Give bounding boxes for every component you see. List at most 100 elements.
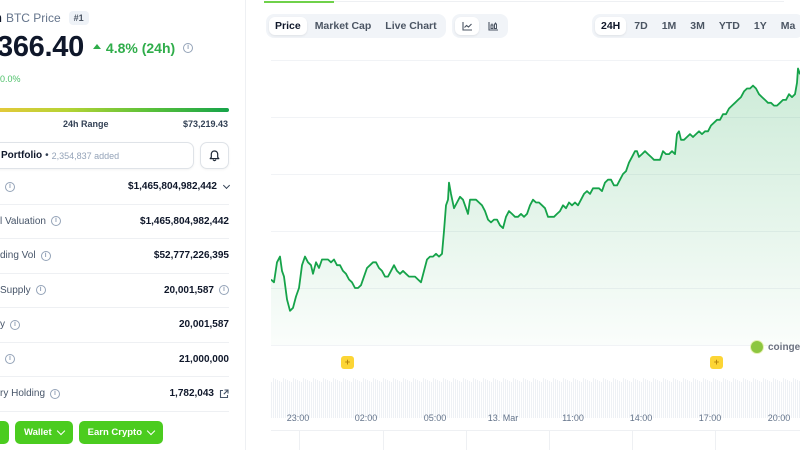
- event-marker-icon[interactable]: +: [341, 356, 354, 369]
- top-divider: [264, 1, 784, 2]
- portfolio-separator: •: [45, 150, 49, 161]
- x-tick: 17:00: [698, 413, 722, 423]
- price-row: 366.40 4.8% (24h) i: [0, 31, 194, 64]
- chart-navigator[interactable]: [271, 430, 800, 450]
- stat-value: 21,000,000: [178, 353, 229, 365]
- active-tab-indicator: [264, 1, 334, 3]
- stat-row-max-supply: i 21,000,000: [0, 343, 229, 377]
- button-label: Earn Crypto: [87, 427, 142, 438]
- 24h-range-high: $73,219.43: [182, 119, 228, 129]
- current-price: 366.40: [0, 31, 84, 63]
- add-to-portfolio-button[interactable]: Portfolio • 2,354,837 added: [0, 142, 194, 169]
- stat-value: $1,465,804,982,442: [140, 215, 229, 227]
- portfolio-label: Portfolio: [1, 150, 43, 161]
- stat-label: y: [0, 319, 5, 331]
- stat-label: l Valuation: [0, 215, 46, 227]
- line-chart-icon: [461, 22, 472, 31]
- chart-panel: Price Market Cap Live Chart 24H 7D 1M 3M…: [247, 0, 800, 450]
- chevron-down-icon: [146, 426, 156, 436]
- sub-change-value: 0.0%: [0, 74, 21, 84]
- x-tick: 05:00: [423, 413, 447, 423]
- info-icon[interactable]: i: [40, 250, 51, 261]
- range-ytd[interactable]: YTD: [718, 20, 740, 32]
- x-tick: 14:00: [629, 413, 653, 423]
- gridline: [271, 60, 800, 61]
- buy-button[interactable]: [0, 421, 9, 444]
- portfolio-count: 2,354,837 added: [51, 150, 120, 161]
- info-icon[interactable]: i: [50, 216, 61, 227]
- stat-row-circulating-supply: Supply i 20,001,587 i: [0, 274, 229, 308]
- chevron-down-icon: [56, 426, 65, 436]
- stat-label: Supply: [0, 284, 31, 296]
- chart-type-toggle: [452, 14, 508, 38]
- x-tick: 13. Mar: [487, 413, 519, 423]
- 24h-range-bar: [0, 108, 229, 112]
- chevron-down-icon[interactable]: [222, 181, 231, 189]
- price-line-plot: [271, 67, 800, 345]
- stat-row-treasury-holding: ry Holding i 1,782,043: [0, 377, 229, 412]
- stat-label: ry Holding: [0, 388, 46, 400]
- stat-value: 20,001,587: [178, 319, 229, 331]
- range-24h[interactable]: 24H: [595, 17, 627, 35]
- earn-crypto-button[interactable]: Earn Crypto: [78, 421, 163, 444]
- action-button-row: Wallet Earn Crypto: [0, 421, 163, 444]
- coin-title-row: n BTC Price #1: [0, 10, 89, 25]
- info-icon[interactable]: i: [219, 285, 229, 296]
- coin-name: n: [0, 10, 2, 25]
- stat-value: 1,782,043: [169, 388, 215, 400]
- bell-icon: [209, 149, 220, 161]
- x-tick: 02:00: [354, 413, 378, 423]
- candlestick-chart-button[interactable]: [481, 17, 505, 35]
- chart-data-tabs: Price Market Cap Live Chart: [266, 14, 446, 38]
- range-7d[interactable]: 7D: [634, 20, 648, 32]
- range-1y[interactable]: 1Y: [753, 20, 767, 32]
- gridline: [271, 345, 800, 346]
- stat-row-trading-volume: ding Vol i $52,777,226,395: [0, 239, 229, 274]
- gridline: [271, 174, 800, 175]
- stat-value: $1,465,804,982,442: [128, 181, 217, 193]
- range-max[interactable]: Ma: [780, 20, 796, 32]
- x-tick: 11:00: [562, 413, 584, 423]
- stat-value: $52,777,226,395: [153, 250, 229, 262]
- info-icon[interactable]: i: [5, 181, 15, 192]
- tab-market-cap[interactable]: Market Cap: [314, 20, 372, 32]
- candlestick-chart-icon: [487, 22, 498, 31]
- time-range-selector: 24H 7D 1M 3M YTD 1Y Ma: [592, 14, 800, 38]
- info-icon[interactable]: i: [10, 319, 20, 330]
- stat-label: ding Vol: [0, 250, 36, 262]
- external-link-icon[interactable]: [219, 389, 229, 399]
- volume-bars: [271, 378, 800, 418]
- tab-price[interactable]: Price: [269, 17, 307, 35]
- stats-table: i $1,465,804,982,442 l Valuation i $1,46…: [0, 170, 231, 412]
- line-chart-button[interactable]: [455, 17, 479, 35]
- x-axis: 23:00 02:00 05:00 13. Mar 11:00 14:00 17…: [247, 413, 800, 425]
- info-icon[interactable]: i: [183, 42, 194, 53]
- x-tick: 23:00: [286, 413, 310, 423]
- triangle-up-icon: [92, 44, 101, 49]
- coin-subtitle: BTC Price: [5, 10, 61, 25]
- stat-value: 20,001,587: [163, 284, 214, 296]
- event-marker-icon[interactable]: +: [710, 356, 723, 369]
- price-change-value: 4.8% (24h): [105, 39, 176, 56]
- price-change-24h: 4.8% (24h): [92, 39, 176, 56]
- watermark-text: coinge: [768, 341, 800, 353]
- gridline: [271, 117, 800, 118]
- stat-row-total-supply: y i 20,001,587: [0, 308, 229, 343]
- info-icon[interactable]: i: [35, 285, 46, 296]
- price-alert-button[interactable]: [200, 142, 229, 169]
- stat-row-fully-diluted-valuation: l Valuation i $1,465,804,982,442: [0, 205, 229, 239]
- info-icon[interactable]: i: [50, 388, 61, 399]
- price-chart[interactable]: [271, 50, 800, 450]
- range-3m[interactable]: 3M: [690, 20, 705, 32]
- x-tick: 20:00: [767, 413, 791, 423]
- rank-badge: #1: [68, 10, 89, 25]
- info-icon[interactable]: i: [5, 354, 15, 365]
- range-1m[interactable]: 1M: [661, 20, 677, 32]
- stat-row-market-cap: i $1,465,804,982,442: [0, 170, 231, 205]
- tab-live-chart[interactable]: Live Chart: [385, 20, 437, 32]
- coin-info-panel: n BTC Price #1 366.40 4.8% (24h) i 0.0% …: [0, 0, 246, 450]
- coingecko-watermark: coinge: [750, 340, 800, 354]
- 24h-range-label: 24h Range: [63, 119, 109, 129]
- wallet-button[interactable]: Wallet: [15, 421, 73, 444]
- button-label: Wallet: [24, 427, 52, 438]
